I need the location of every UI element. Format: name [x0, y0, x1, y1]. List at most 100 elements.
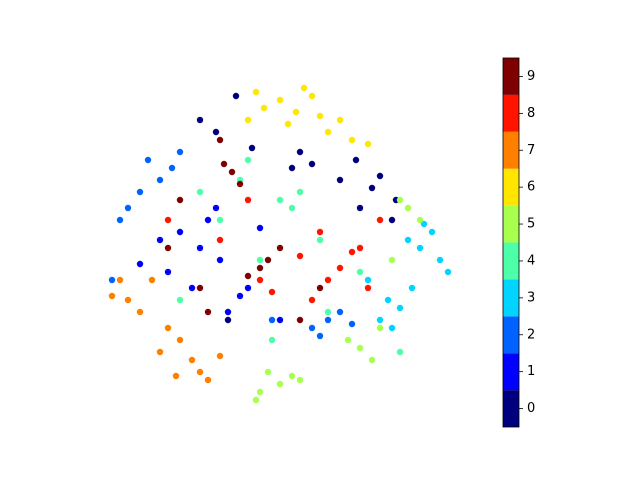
point — [156, 176, 164, 184]
point — [176, 196, 184, 204]
point — [248, 144, 256, 152]
point — [404, 204, 412, 212]
point — [296, 316, 304, 324]
point — [428, 228, 436, 236]
point — [300, 84, 308, 92]
point — [176, 336, 184, 344]
colorbar-tick-label: 2 — [527, 327, 535, 342]
point — [408, 284, 416, 292]
point — [336, 264, 344, 272]
point — [308, 160, 316, 168]
point — [324, 316, 332, 324]
scatter-area — [108, 84, 452, 404]
point — [252, 396, 260, 404]
point — [316, 228, 324, 236]
point — [388, 324, 396, 332]
point — [176, 148, 184, 156]
colorbar-segment — [503, 58, 519, 95]
point — [156, 348, 164, 356]
point — [268, 316, 276, 324]
point — [364, 284, 372, 292]
point — [336, 176, 344, 184]
point — [276, 244, 284, 252]
point — [368, 356, 376, 364]
point — [136, 308, 144, 316]
point — [256, 388, 264, 396]
point — [256, 276, 264, 284]
point — [436, 256, 444, 264]
point — [232, 92, 240, 100]
point — [156, 236, 164, 244]
point — [168, 164, 176, 172]
point — [164, 216, 172, 224]
point — [216, 352, 224, 360]
point — [336, 116, 344, 124]
point — [236, 292, 244, 300]
point — [264, 368, 272, 376]
colorbar-segment — [503, 168, 519, 206]
point — [256, 256, 264, 264]
colorbar-tick-label: 1 — [527, 364, 535, 379]
point — [420, 220, 428, 228]
colorbar-tick-label: 7 — [527, 143, 535, 158]
colorbar-tick-label: 8 — [527, 106, 535, 121]
point — [336, 308, 344, 316]
point — [308, 324, 316, 332]
point — [220, 160, 228, 168]
point — [288, 372, 296, 380]
colorbar-tick-label: 6 — [527, 180, 535, 195]
point — [264, 256, 272, 264]
point — [388, 256, 396, 264]
point — [368, 184, 376, 192]
point — [196, 284, 204, 292]
point — [196, 368, 204, 376]
point — [284, 120, 292, 128]
point — [364, 276, 372, 284]
point — [316, 284, 324, 292]
point — [256, 224, 264, 232]
point — [416, 216, 424, 224]
point — [348, 248, 356, 256]
point — [396, 196, 404, 204]
colorbar-segment — [503, 94, 519, 132]
point — [216, 216, 224, 224]
point — [296, 148, 304, 156]
colorbar-segment — [503, 316, 519, 354]
point — [308, 296, 316, 304]
point — [444, 268, 452, 276]
point — [212, 204, 220, 212]
point — [244, 284, 252, 292]
point — [136, 188, 144, 196]
point — [124, 296, 132, 304]
point — [344, 336, 352, 344]
point — [352, 156, 360, 164]
point — [124, 204, 132, 212]
point — [212, 128, 220, 136]
point — [204, 376, 212, 384]
point — [296, 376, 304, 384]
point — [176, 296, 184, 304]
point — [164, 324, 172, 332]
point — [308, 92, 316, 100]
point — [204, 216, 212, 224]
point — [288, 204, 296, 212]
point — [376, 172, 384, 180]
point — [164, 268, 172, 276]
point — [216, 136, 224, 144]
point — [348, 136, 356, 144]
point — [276, 96, 284, 104]
point — [276, 316, 284, 324]
point — [356, 268, 364, 276]
point — [236, 180, 244, 188]
point — [204, 308, 212, 316]
point — [116, 216, 124, 224]
point — [252, 88, 260, 96]
point — [376, 324, 384, 332]
point — [196, 188, 204, 196]
point — [108, 292, 116, 300]
colorbar-segment — [503, 279, 519, 317]
point — [148, 276, 156, 284]
point — [136, 260, 144, 268]
